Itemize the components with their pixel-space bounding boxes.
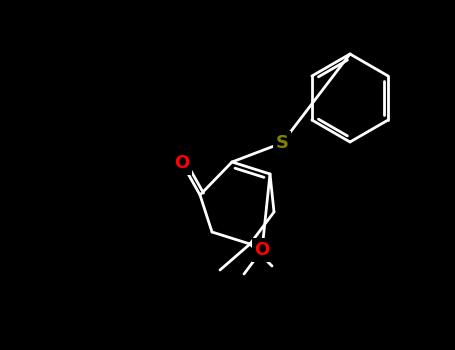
Text: S: S [275,134,288,152]
Text: O: O [254,241,270,259]
Text: O: O [174,154,190,172]
